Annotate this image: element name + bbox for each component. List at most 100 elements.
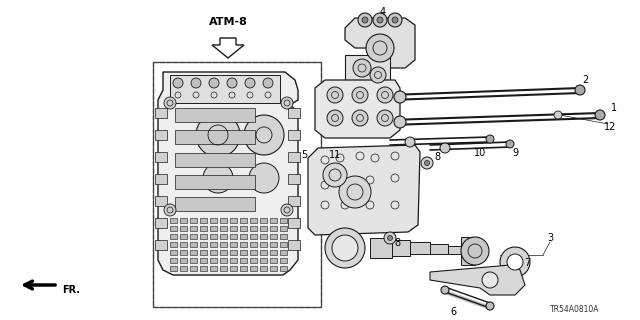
Bar — [155, 196, 167, 206]
Bar — [240, 266, 247, 271]
Bar — [175, 175, 255, 189]
Bar — [220, 266, 227, 271]
Text: FR.: FR. — [62, 285, 80, 295]
Circle shape — [370, 67, 386, 83]
Polygon shape — [315, 80, 400, 138]
Bar — [370, 238, 392, 258]
Circle shape — [486, 302, 494, 310]
Bar — [175, 130, 255, 144]
Bar — [270, 218, 277, 223]
Bar — [153, 62, 321, 307]
Bar — [170, 226, 177, 231]
Bar — [175, 108, 255, 122]
Bar — [200, 258, 207, 263]
Circle shape — [377, 110, 393, 126]
Circle shape — [486, 135, 494, 143]
Bar — [200, 234, 207, 239]
Circle shape — [281, 97, 293, 109]
Circle shape — [191, 78, 201, 88]
Bar — [170, 266, 177, 271]
Bar — [170, 218, 177, 223]
Polygon shape — [345, 18, 415, 68]
Text: 7: 7 — [524, 258, 530, 268]
Polygon shape — [158, 72, 298, 275]
Bar — [230, 258, 237, 263]
Bar — [180, 226, 187, 231]
Circle shape — [377, 17, 383, 23]
Circle shape — [388, 13, 402, 27]
Bar — [210, 250, 217, 255]
Bar — [210, 234, 217, 239]
Bar — [250, 218, 257, 223]
Circle shape — [325, 228, 365, 268]
Bar — [210, 258, 217, 263]
Bar — [240, 250, 247, 255]
Bar — [190, 234, 197, 239]
Bar — [190, 258, 197, 263]
Bar — [190, 266, 197, 271]
Circle shape — [323, 163, 347, 187]
Text: 2: 2 — [582, 75, 588, 85]
Bar — [280, 234, 287, 239]
Bar — [250, 266, 257, 271]
Bar — [288, 174, 300, 184]
Bar — [250, 250, 257, 255]
Bar — [270, 250, 277, 255]
Bar — [260, 226, 267, 231]
Bar — [250, 242, 257, 247]
Text: 11: 11 — [329, 150, 341, 160]
Bar — [288, 108, 300, 118]
Bar — [240, 258, 247, 263]
Bar — [260, 234, 267, 239]
Bar — [210, 218, 217, 223]
Bar — [392, 240, 410, 256]
Circle shape — [353, 59, 371, 77]
Circle shape — [366, 34, 394, 62]
Circle shape — [196, 113, 240, 157]
Bar — [180, 250, 187, 255]
Bar — [190, 242, 197, 247]
Bar — [230, 242, 237, 247]
Circle shape — [327, 87, 343, 103]
Bar — [230, 218, 237, 223]
Bar — [210, 266, 217, 271]
Bar — [270, 258, 277, 263]
Bar — [190, 250, 197, 255]
Circle shape — [424, 161, 429, 165]
Bar — [155, 152, 167, 162]
Bar — [170, 75, 280, 103]
Bar — [230, 266, 237, 271]
Bar — [175, 197, 255, 211]
Bar — [180, 258, 187, 263]
Bar — [200, 250, 207, 255]
Bar — [270, 266, 277, 271]
Bar — [230, 226, 237, 231]
Bar — [210, 242, 217, 247]
Bar — [210, 226, 217, 231]
Circle shape — [332, 235, 358, 261]
Text: 10: 10 — [474, 148, 486, 158]
Bar — [180, 242, 187, 247]
Bar — [200, 218, 207, 223]
Bar — [170, 250, 177, 255]
Circle shape — [173, 78, 183, 88]
Bar — [240, 226, 247, 231]
Text: 8: 8 — [434, 152, 440, 162]
Bar — [155, 174, 167, 184]
Text: 3: 3 — [547, 233, 553, 243]
Circle shape — [394, 91, 406, 103]
Bar — [180, 218, 187, 223]
Bar — [200, 226, 207, 231]
Bar — [250, 258, 257, 263]
Bar — [430, 244, 448, 254]
Bar — [288, 196, 300, 206]
Bar — [200, 266, 207, 271]
Bar — [461, 237, 475, 265]
Text: 12: 12 — [604, 122, 616, 132]
Circle shape — [339, 176, 371, 208]
Text: 4: 4 — [380, 7, 386, 17]
Circle shape — [377, 87, 393, 103]
Bar — [155, 240, 167, 250]
Bar — [175, 153, 255, 167]
Bar — [230, 250, 237, 255]
